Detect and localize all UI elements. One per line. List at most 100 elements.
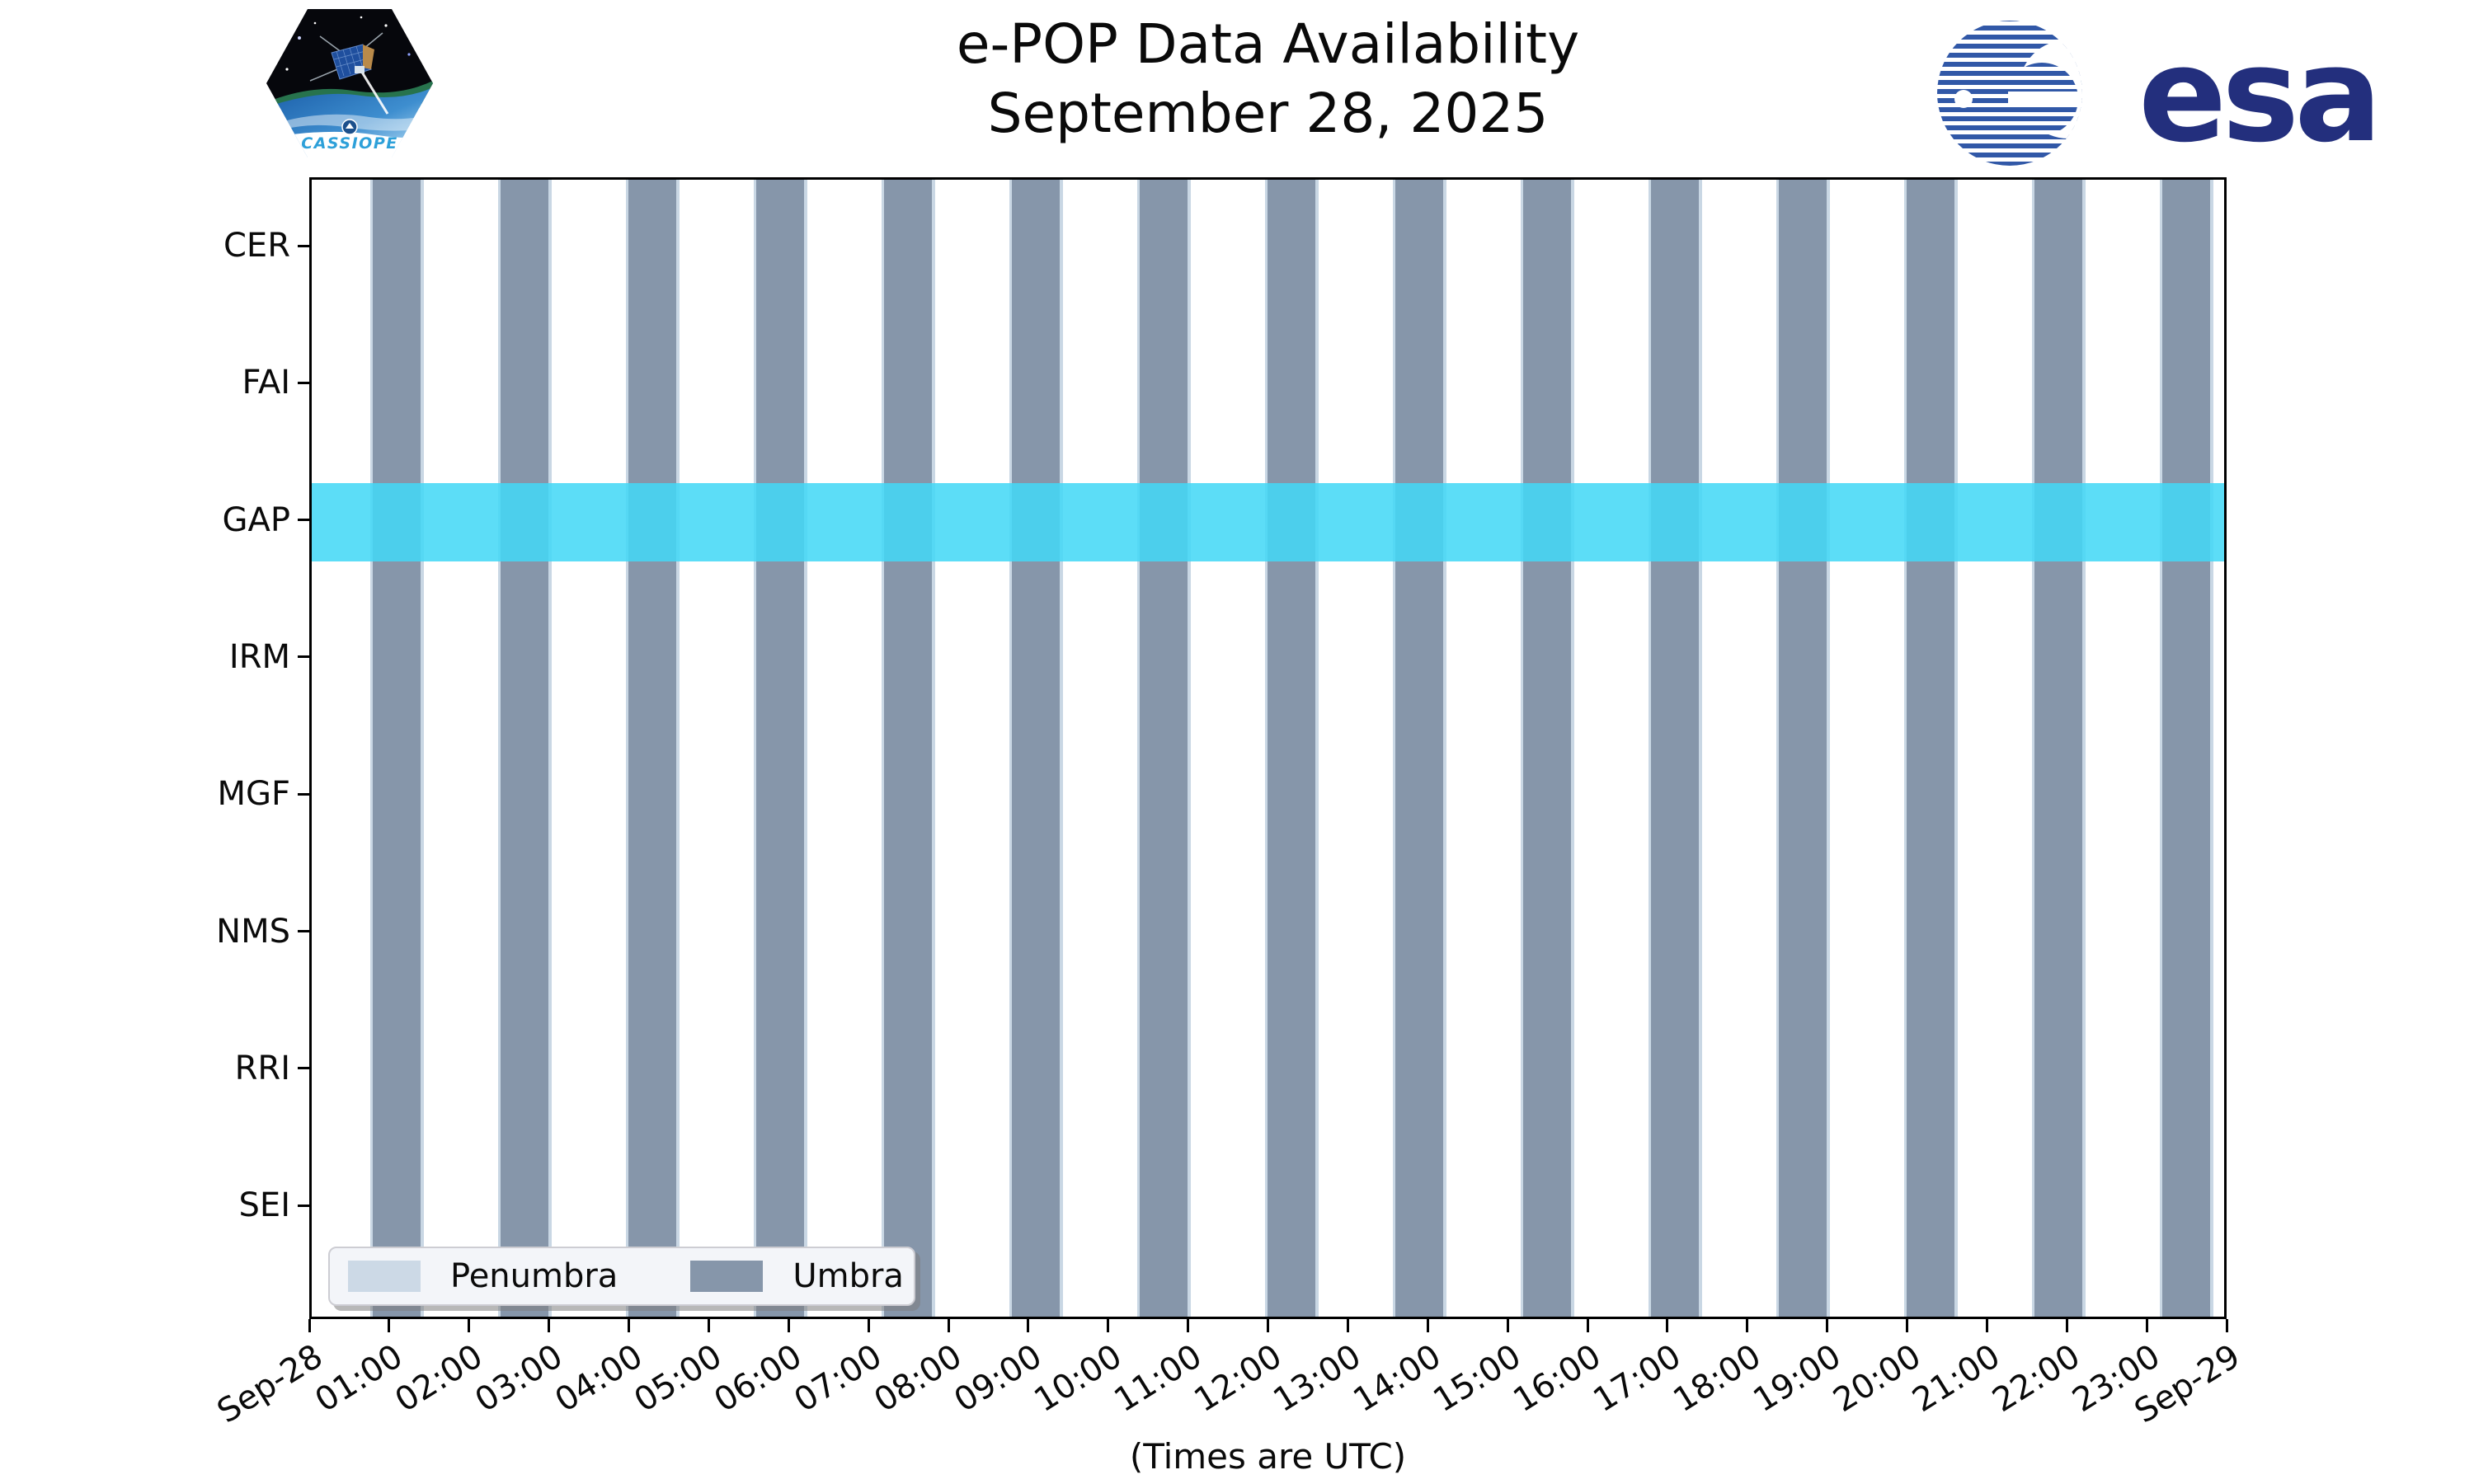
cassiope-patch-icon: CASSIOPE [266, 9, 433, 157]
x-tick-label: 21:00 [1906, 1337, 2007, 1421]
umbra-interval-bar [1395, 180, 1444, 1317]
x-tick-label: 16:00 [1507, 1337, 1608, 1421]
x-tick [1985, 1319, 1988, 1332]
umbra-interval-bar [1651, 180, 1700, 1317]
esa-globe-icon [1937, 21, 2082, 166]
chart-title: e-POP Data Availability [956, 12, 1580, 76]
penumbra-strip [754, 180, 757, 1317]
x-tick [1746, 1319, 1749, 1332]
x-tick-label: 07:00 [788, 1337, 889, 1421]
umbra-interval-bar [1268, 180, 1316, 1317]
x-tick [1267, 1319, 1269, 1332]
x-tick-label: 06:00 [708, 1337, 809, 1421]
y-tick-label-mgf: MGF [217, 775, 290, 814]
penumbra-strip [1649, 180, 1652, 1317]
penumbra-strip [804, 180, 807, 1317]
x-tick [707, 1319, 710, 1332]
x-tick [1586, 1319, 1589, 1332]
x-tick [1107, 1319, 1110, 1332]
penumbra-strip [1827, 180, 1830, 1317]
esa-wordmark: esa [2138, 20, 2378, 171]
umbra-interval-bar [884, 180, 933, 1317]
x-tick [1906, 1319, 1908, 1332]
x-tick-label: 08:00 [868, 1337, 969, 1421]
availability-band-gap [312, 483, 2224, 562]
satellite [309, 32, 383, 82]
x-tick-label: Sep-28 [210, 1337, 330, 1431]
penumbra-strip [882, 180, 885, 1317]
penumbra-strip [2160, 180, 2163, 1317]
penumbra-strip [498, 180, 501, 1317]
penumbra-strip [370, 180, 374, 1317]
chart-subtitle-date: September 28, 2025 [987, 82, 1549, 146]
umbra-interval-bar [1140, 180, 1188, 1317]
penumbra-strip [421, 180, 424, 1317]
y-tick-label-irm: IRM [228, 637, 290, 676]
x-tick [548, 1319, 551, 1332]
esa-logo-icon: esa [1937, 20, 2382, 171]
y-tick [298, 244, 309, 247]
legend-label-penumbra: Penumbra [450, 1257, 618, 1295]
x-tick [2145, 1319, 2148, 1332]
penumbra-strip [1443, 180, 1446, 1317]
y-tick-label-nms: NMS [216, 912, 290, 951]
x-tick [2065, 1319, 2068, 1332]
penumbra-strip [1904, 180, 1907, 1317]
x-tick-label: 18:00 [1666, 1337, 1768, 1421]
x-tick [867, 1319, 870, 1332]
x-tick [1826, 1319, 1829, 1332]
umbra-interval-bar [501, 180, 549, 1317]
y-tick-label-rri: RRI [234, 1049, 290, 1087]
penumbra-strip [1009, 180, 1013, 1317]
x-tick [308, 1319, 311, 1332]
y-tick [298, 1067, 309, 1070]
x-tick-label: 10:00 [1027, 1337, 1129, 1421]
laser-beam [360, 70, 389, 115]
penumbra-strip [1954, 180, 1958, 1317]
y-tick [298, 792, 309, 796]
umbra-interval-bar [628, 180, 677, 1317]
x-tick [1426, 1319, 1429, 1332]
umbra-interval-bar [1907, 180, 1955, 1317]
x-tick-label: 17:00 [1587, 1337, 1688, 1421]
legend: Penumbra Umbra [328, 1247, 915, 1306]
umbra-interval-bar [1012, 180, 1061, 1317]
x-tick-label: 20:00 [1826, 1337, 1927, 1421]
x-tick-label: 15:00 [1427, 1337, 1528, 1421]
penumbra-strip [1571, 180, 1574, 1317]
penumbra-strip [1060, 180, 1063, 1317]
x-tick [628, 1319, 630, 1332]
x-tick [1187, 1319, 1190, 1332]
x-tick [468, 1319, 471, 1332]
x-tick [1346, 1319, 1349, 1332]
penumbra-strip [1521, 180, 1524, 1317]
esa-logo: esa [1934, 15, 2396, 171]
y-tick-label-fai: FAI [242, 364, 291, 402]
y-tick-label-cer: CER [223, 227, 290, 265]
plot-area [309, 177, 2227, 1319]
penumbra-strip [2210, 180, 2213, 1317]
y-tick [298, 655, 309, 659]
penumbra-strip [1265, 180, 1268, 1317]
x-tick [1027, 1319, 1030, 1332]
x-tick-label: 09:00 [948, 1337, 1049, 1421]
penumbra-strip [1188, 180, 1191, 1317]
umbra-interval-bar [2162, 180, 2211, 1317]
x-tick [1506, 1319, 1509, 1332]
x-tick-label: 04:00 [548, 1337, 649, 1421]
y-tick [298, 519, 309, 522]
umbra-interval-bar [1779, 180, 1827, 1317]
penumbra-strip [1776, 180, 1780, 1317]
penumbra-strip [932, 180, 935, 1317]
x-tick-label: 05:00 [628, 1337, 729, 1421]
umbra-interval-bar [756, 180, 805, 1317]
x-tick-label: 01:00 [308, 1337, 410, 1421]
penumbra-strip [676, 180, 680, 1317]
x-tick-label: 22:00 [1986, 1337, 2087, 1421]
y-tick-label-gap: GAP [222, 500, 290, 539]
x-tick-label: 11:00 [1107, 1337, 1209, 1421]
x-tick [2225, 1319, 2228, 1332]
cassiope-patch-label: CASSIOPE [301, 134, 397, 153]
penumbra-strip [2032, 180, 2035, 1317]
